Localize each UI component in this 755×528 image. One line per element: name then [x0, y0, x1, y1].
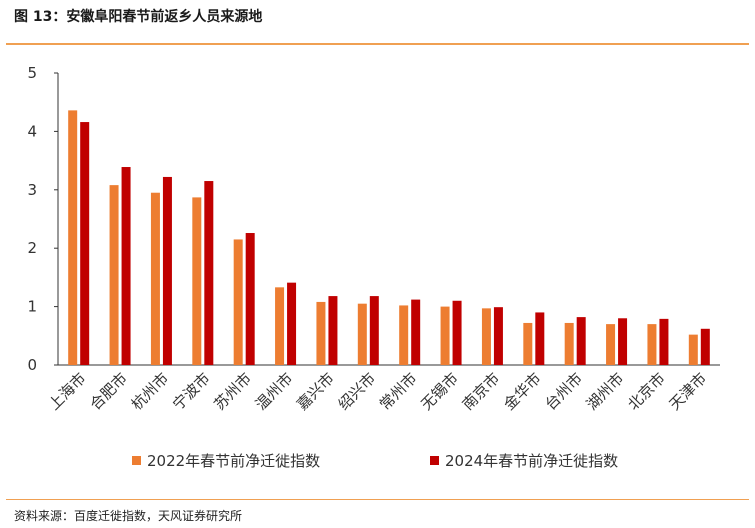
y-tick-label: 1 — [27, 298, 37, 316]
bar-2024 — [204, 181, 213, 365]
legend-swatch-2024 — [430, 456, 439, 465]
bar-2024 — [370, 296, 379, 365]
bar-2024 — [659, 319, 668, 365]
bar-2022 — [482, 308, 491, 365]
bar-2022 — [399, 305, 408, 365]
y-tick-label: 4 — [27, 122, 37, 140]
x-tick-label: 嘉兴市 — [293, 369, 338, 414]
bar-2022 — [110, 185, 119, 365]
y-tick-label: 3 — [27, 181, 37, 199]
bar-2024 — [80, 122, 89, 365]
x-tick-label: 宁波市 — [169, 369, 214, 414]
bar-2022 — [689, 335, 698, 365]
x-tick-label: 温州市 — [252, 369, 297, 414]
bar-2024 — [577, 317, 586, 365]
bar-2022 — [234, 239, 243, 365]
legend-label-2024: 2024年春节前净迁徙指数 — [445, 450, 618, 471]
bar-2024 — [618, 318, 627, 365]
bar-2022 — [151, 193, 160, 365]
bar-2022 — [441, 307, 450, 365]
bar-2022 — [316, 302, 325, 365]
x-tick-label: 湖州市 — [583, 369, 628, 414]
x-tick-label: 北京市 — [624, 369, 669, 414]
bar-2022 — [192, 197, 201, 365]
bar-2024 — [411, 300, 420, 365]
x-tick-label: 合肥市 — [86, 369, 131, 414]
bar-2024 — [494, 307, 503, 365]
legend-label-2022: 2022年春节前净迁徙指数 — [147, 450, 320, 471]
bar-2024 — [453, 301, 462, 365]
x-tick-label: 台州市 — [541, 369, 586, 414]
x-tick-label: 上海市 — [45, 369, 90, 414]
y-tick-label: 0 — [27, 356, 37, 374]
x-tick-label: 绍兴市 — [335, 369, 380, 414]
legend-swatch-2022 — [132, 456, 141, 465]
y-tick-label: 5 — [27, 64, 37, 82]
legend-item-2022: 2022年春节前净迁徙指数 — [132, 450, 320, 471]
x-tick-label: 天津市 — [666, 369, 711, 414]
bar-2022 — [523, 323, 532, 365]
bar-2024 — [122, 167, 131, 365]
x-tick-label: 南京市 — [459, 369, 504, 414]
bar-2022 — [68, 110, 77, 365]
bar-2022 — [358, 304, 367, 365]
bar-2024 — [328, 296, 337, 365]
bar-2024 — [163, 177, 172, 365]
bar-2024 — [535, 312, 544, 365]
legend-item-2024: 2024年春节前净迁徙指数 — [430, 450, 618, 471]
bar-2022 — [606, 324, 615, 365]
bar-2024 — [701, 329, 710, 365]
bottom-divider — [6, 499, 749, 500]
x-tick-label: 无锡市 — [417, 369, 462, 414]
x-tick-label: 杭州市 — [128, 369, 173, 414]
bar-2024 — [287, 283, 296, 365]
x-tick-label: 金华市 — [500, 369, 545, 414]
bar-2022 — [275, 287, 284, 365]
bar-2024 — [246, 233, 255, 365]
x-tick-label: 常州市 — [376, 369, 421, 414]
source-note: 资料来源：百度迁徙指数，天风证券研究所 — [14, 507, 242, 524]
bar-2022 — [565, 323, 574, 365]
bar-2022 — [647, 324, 656, 365]
x-tick-label: 苏州市 — [210, 369, 255, 414]
y-tick-label: 2 — [27, 239, 37, 257]
